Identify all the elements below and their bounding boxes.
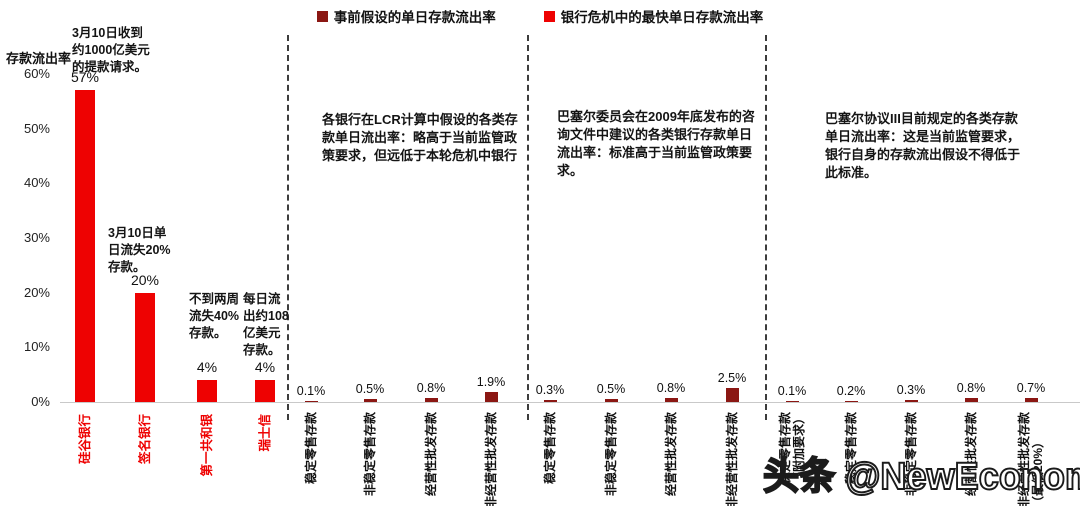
watermark-neweconomist: 头条 @NewEconomist xyxy=(762,455,1080,499)
section-divider-1 xyxy=(287,35,289,420)
y-tick-label: 60% xyxy=(23,65,50,81)
bar-value-label: 0.5% xyxy=(355,382,385,397)
x-category-label: 签名银行 xyxy=(138,414,152,465)
bar xyxy=(363,399,377,402)
bar-value-label: 2.5% xyxy=(717,371,747,386)
bar-value-label: 4% xyxy=(254,359,276,376)
annotation-basel-iii-section: 巴塞尔协议III目前规定的各类存款单日流出率：这是当前监管要求，银行自身的存款流… xyxy=(825,111,1021,180)
legend-swatch-red xyxy=(543,10,555,22)
bar xyxy=(304,401,318,402)
bar xyxy=(725,388,739,402)
bar-value-label: 4% xyxy=(196,359,218,376)
bar xyxy=(135,292,155,402)
bar-value-label: 0.8% xyxy=(956,380,986,395)
bar-value-label: 0.7% xyxy=(1016,381,1046,396)
x-category-label: 非稳定零售存款 xyxy=(363,412,377,497)
bar xyxy=(197,380,217,402)
x-category-label: 硅谷银行 xyxy=(78,414,92,465)
bar xyxy=(1024,398,1038,402)
legend-item-crisis: 银行危机中的最快单日存款流出率 xyxy=(543,6,764,26)
x-category-label: 非经营性批发存款 xyxy=(484,412,498,506)
bar-value-label: 0.3% xyxy=(535,383,565,398)
bar xyxy=(604,399,618,402)
x-category-label: 稳定零售存款 xyxy=(543,412,557,485)
y-tick-label: 50% xyxy=(23,120,50,136)
bar-value-label: 0.8% xyxy=(416,380,446,395)
legend-label-preassumed: 事前假设的单日存款流出率 xyxy=(333,10,496,25)
x-category-label: 非稳定零售存款 xyxy=(604,412,618,497)
bar xyxy=(904,400,918,402)
section-divider-3 xyxy=(765,35,767,420)
bar xyxy=(964,397,978,402)
x-category-label: 稳定零售存款 xyxy=(304,412,318,485)
bar-value-label: 20% xyxy=(130,271,160,288)
bar xyxy=(664,397,678,402)
bar-value-label: 0.1% xyxy=(777,384,807,398)
bar-value-label: 57% xyxy=(70,69,100,86)
y-tick-label: 0% xyxy=(31,394,50,409)
x-axis-line xyxy=(60,402,1080,403)
bar xyxy=(75,90,95,402)
legend: 事前假设的单日存款流出率 银行危机中的最快单日存款流出率 xyxy=(0,6,1080,26)
y-tick-label: 30% xyxy=(23,229,50,245)
annotation-first-republic: 不到两周 流失40% 存款。 xyxy=(189,292,240,340)
annotation-lcr-section: 各银行在LCR计算中假设的各类存款单日流出率：略高于当前监管政策要求，但远低于本… xyxy=(322,112,518,163)
bar-value-label: 1.9% xyxy=(476,374,506,389)
bar-value-label: 0.8% xyxy=(656,380,686,395)
bar xyxy=(844,400,858,402)
bar xyxy=(785,401,799,402)
annotation-signature-bank: 3月10日单 日流失20% 存款。 xyxy=(108,226,171,274)
y-axis-title: 存款流出率 xyxy=(6,51,72,66)
x-category-label: 非经营性批发存款 xyxy=(725,412,739,506)
legend-swatch-dark-red xyxy=(316,10,328,22)
y-tick-label: 10% xyxy=(23,339,50,355)
bar xyxy=(484,391,498,402)
annotation-credit-suisse: 每日流 出约108 亿美元 存款。 xyxy=(243,292,289,357)
y-tick-label: 20% xyxy=(23,284,50,300)
section-divider-2 xyxy=(527,35,529,420)
bar-value-label: 0.3% xyxy=(896,383,926,398)
bar-value-label: 0.2% xyxy=(836,383,866,398)
legend-item-preassumed: 事前假设的单日存款流出率 xyxy=(316,6,496,26)
annotation-svb: 3月10日收到 约1000亿美元 的提款请求。 xyxy=(72,26,150,74)
x-category-label: 经营性批发存款 xyxy=(424,412,438,497)
bar xyxy=(543,400,557,402)
x-category-label: 经营性批发存款 xyxy=(664,412,678,497)
x-category-label: 瑞士信 xyxy=(258,414,272,452)
y-tick-label: 40% xyxy=(23,175,50,191)
bar-value-label: 0.5% xyxy=(596,382,626,397)
x-category-label: 第一共和银 xyxy=(200,414,214,477)
annotation-basel-2009-section: 巴塞尔委员会在2009年底发布的咨询文件中建议的各类银行存款单日流出率：标准高于… xyxy=(557,109,755,178)
bar xyxy=(424,397,438,402)
bar-value-label: 0.1% xyxy=(296,384,326,398)
bar xyxy=(255,380,275,402)
legend-label-crisis: 银行危机中的最快单日存款流出率 xyxy=(560,10,764,25)
